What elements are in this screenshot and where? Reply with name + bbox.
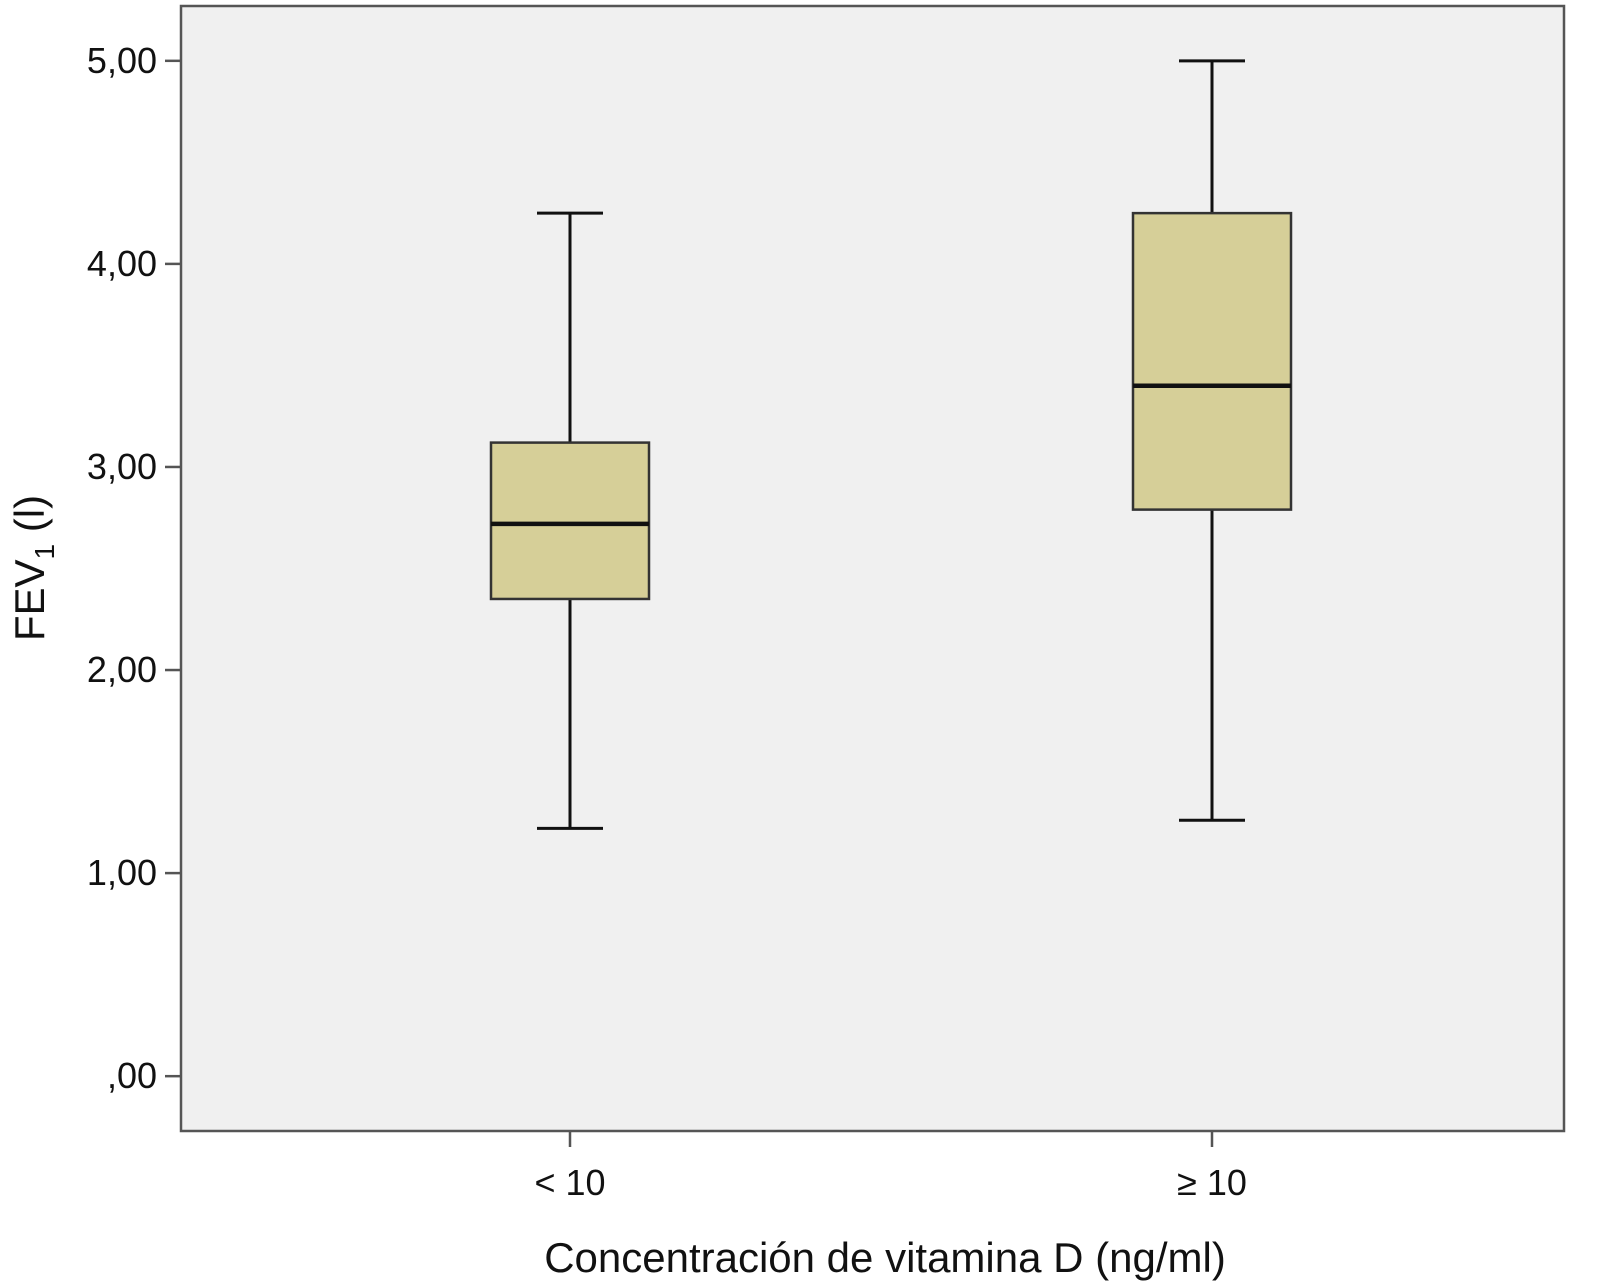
y-tick-label: ,00 <box>107 1055 157 1096</box>
plot-area <box>179 4 1566 1133</box>
y-axis-title-unit: (l) <box>6 495 53 544</box>
boxes <box>489 59 1293 830</box>
x-tick-label: < 10 <box>534 1162 605 1203</box>
y-tick-label: 5,00 <box>87 40 157 81</box>
x-tick-label: ≥ 10 <box>1177 1162 1247 1203</box>
y-tick-label: 1,00 <box>87 852 157 893</box>
box-group <box>489 211 651 830</box>
y-axis: ,00 1,00 2,00 3,00 4,00 5,00 <box>87 40 181 1096</box>
y-axis-title-main: FEV <box>6 559 53 641</box>
box-group <box>1131 59 1293 822</box>
y-axis-title: FEV1 (l) <box>6 495 60 641</box>
y-axis-title-subscript: 1 <box>29 544 60 560</box>
y-tick-label: 4,00 <box>87 243 157 284</box>
y-tick-label: 3,00 <box>87 446 157 487</box>
box <box>1131 211 1293 511</box>
box <box>489 441 651 601</box>
y-tick-label: 2,00 <box>87 649 157 690</box>
x-axis-title: Concentración de vitamina D (ng/ml) <box>544 1234 1226 1281</box>
x-axis: < 10 ≥ 10 <box>534 1131 1247 1203</box>
